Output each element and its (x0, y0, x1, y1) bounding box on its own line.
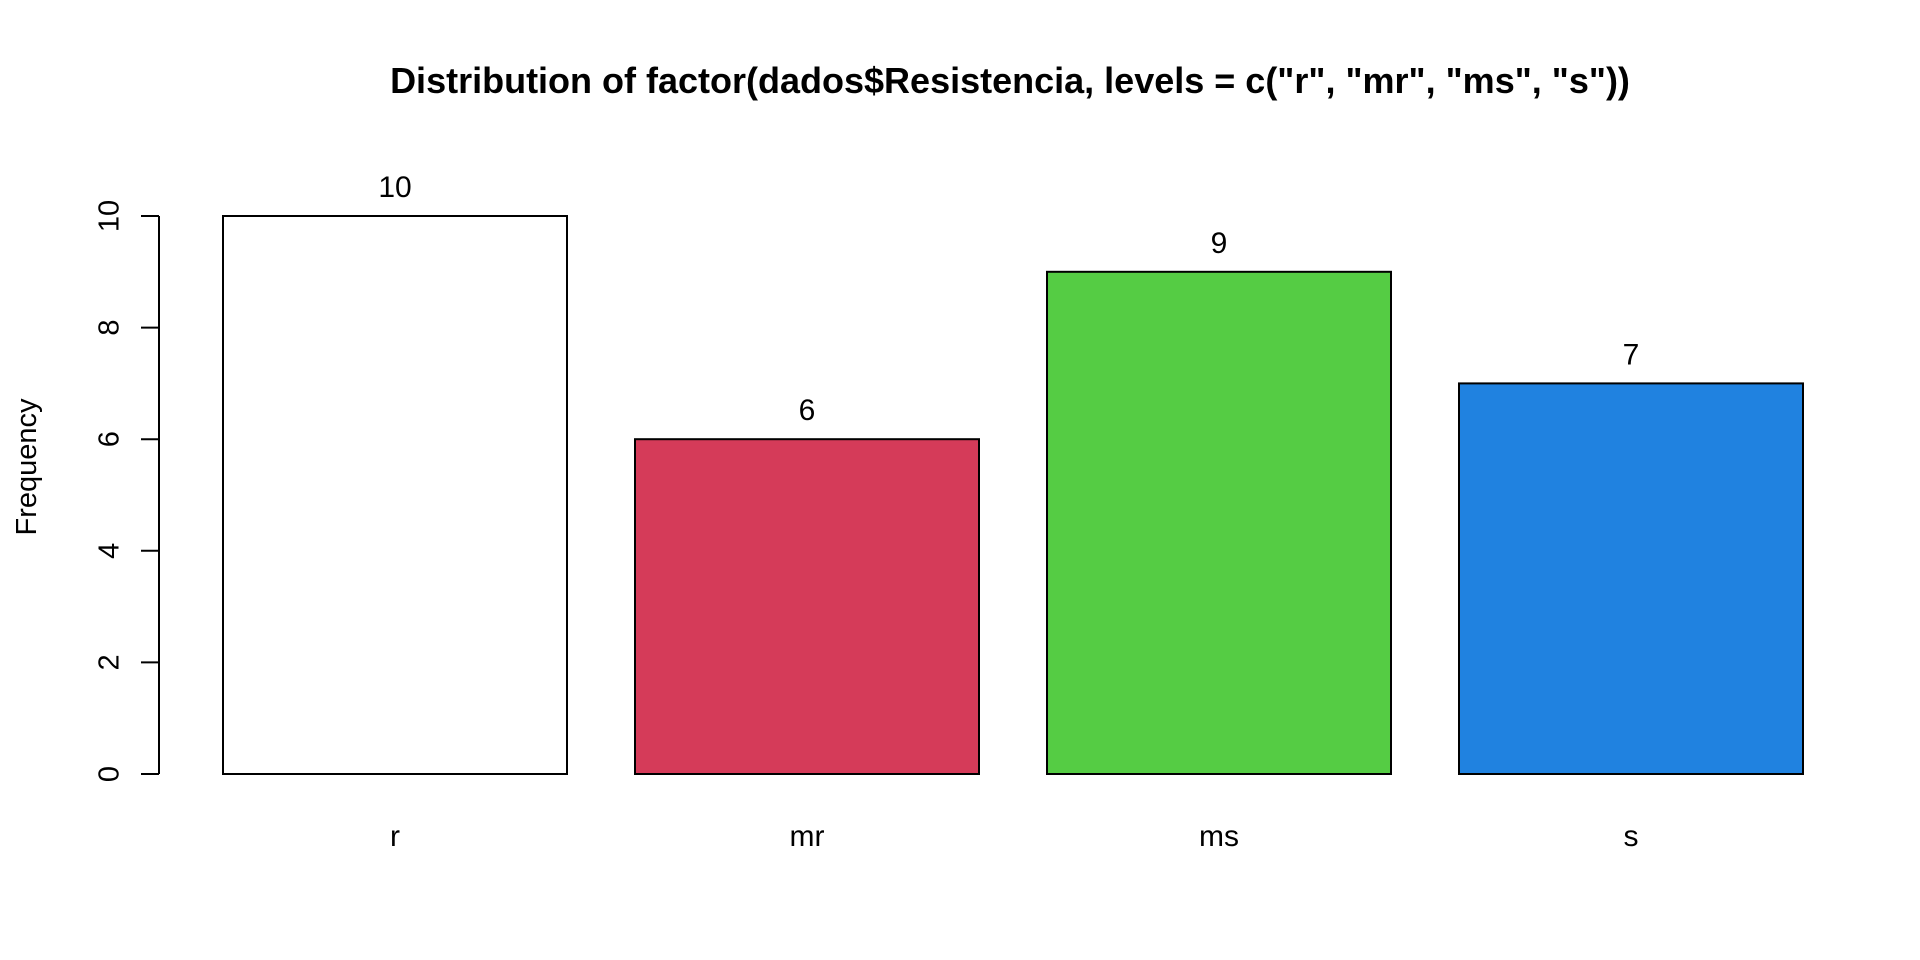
y-tick-label: 4 (94, 543, 126, 559)
category-labels-group: r mr ms s (390, 820, 1639, 853)
category-label: r (390, 820, 400, 853)
bars-group (222, 215, 1804, 775)
data-labels-group: 10 6 9 7 (378, 171, 1639, 427)
chart-title: Distribution of factor(dados$Resistencia… (390, 60, 1630, 101)
category-label: ms (1199, 820, 1239, 853)
data-label: 7 (1623, 338, 1640, 371)
y-axis: 0 2 4 6 8 10 (94, 200, 160, 782)
category-label: s (1624, 820, 1639, 853)
bar-mr (634, 438, 980, 775)
category-label: mr (790, 820, 825, 853)
y-tick-label: 10 (94, 200, 126, 232)
data-label: 9 (1211, 227, 1228, 260)
y-tick-label: 2 (94, 654, 126, 670)
data-label: 6 (799, 394, 816, 427)
bar-s (1458, 382, 1804, 775)
bar-ms (1046, 270, 1392, 775)
y-tick-label: 8 (94, 320, 126, 336)
y-axis-label: Frequency (11, 398, 43, 536)
bar-r (222, 215, 568, 775)
y-tick-label: 0 (94, 766, 126, 782)
y-tick-label: 6 (94, 431, 126, 447)
data-label: 10 (378, 171, 411, 204)
